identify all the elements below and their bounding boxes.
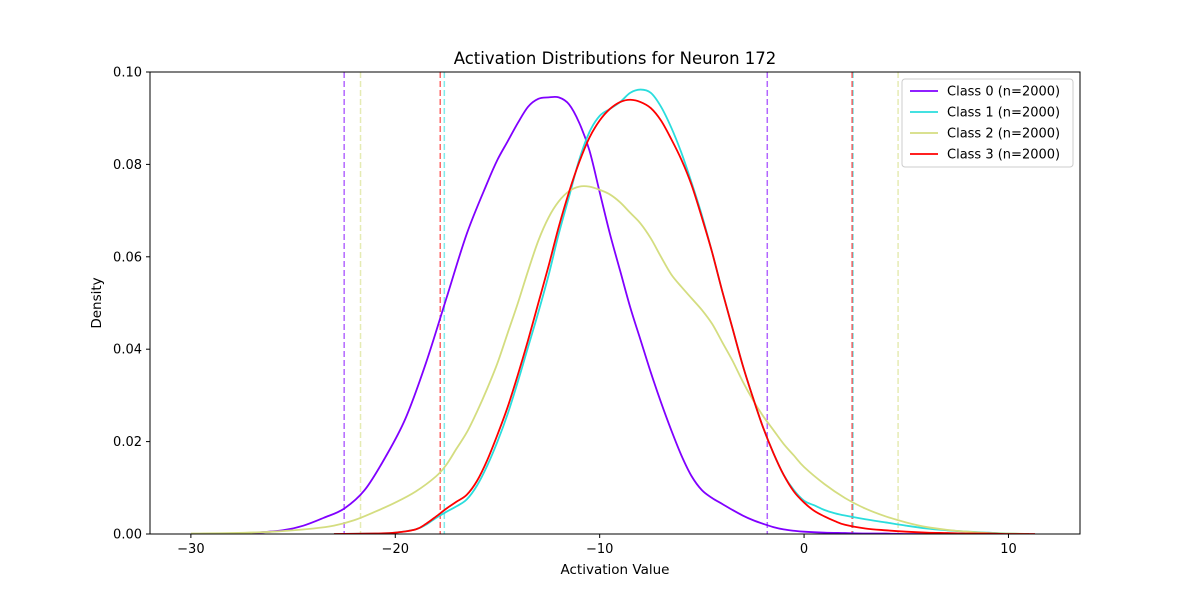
x-tick-label: 0 [800, 542, 808, 557]
y-tick-label: 0.08 [113, 158, 142, 173]
legend-label-class-0: Class 0 (n=2000) [947, 85, 1060, 100]
x-tick-label: −20 [382, 542, 409, 557]
y-tick-label: 0.02 [113, 435, 142, 450]
legend-box [901, 78, 1074, 168]
legend-label-class-1: Class 1 (n=2000) [947, 106, 1060, 121]
plot-area [190, 72, 1036, 534]
x-tick-label: 10 [1000, 542, 1017, 557]
series-line-class-0 [252, 95, 952, 534]
y-tick-label: 0.06 [113, 250, 142, 265]
y-tick-label: 0.10 [113, 66, 142, 81]
y-axis-label: Density [89, 277, 105, 328]
threshold-lines [343, 72, 899, 534]
plot-frame [149, 71, 1081, 535]
series-line-class-3 [333, 98, 1036, 534]
x-axis-label: Activation Value [561, 562, 670, 578]
legend-label-class-3: Class 3 (n=2000) [947, 148, 1060, 163]
y-tick-label: 0.00 [113, 528, 142, 543]
legend: Class 0 (n=2000) Class 1 (n=2000) Class 2 … [901, 78, 1074, 168]
x-tick-label: −30 [177, 542, 204, 557]
series-line-class-2 [190, 185, 1029, 534]
legend-label-class-2: Class 2 (n=2000) [947, 127, 1060, 142]
x-axis-ticks: −30 −20 −10 0 10 [177, 534, 1017, 557]
series-line-class-1 [333, 88, 1029, 534]
y-axis-ticks: 0.00 0.02 0.04 0.06 0.08 0.10 [113, 66, 150, 543]
series-lines [190, 88, 1036, 534]
y-tick-label: 0.04 [113, 343, 142, 358]
x-tick-label: −10 [586, 542, 613, 557]
chart-title: Activation Distributions for Neuron 172 [454, 49, 777, 68]
